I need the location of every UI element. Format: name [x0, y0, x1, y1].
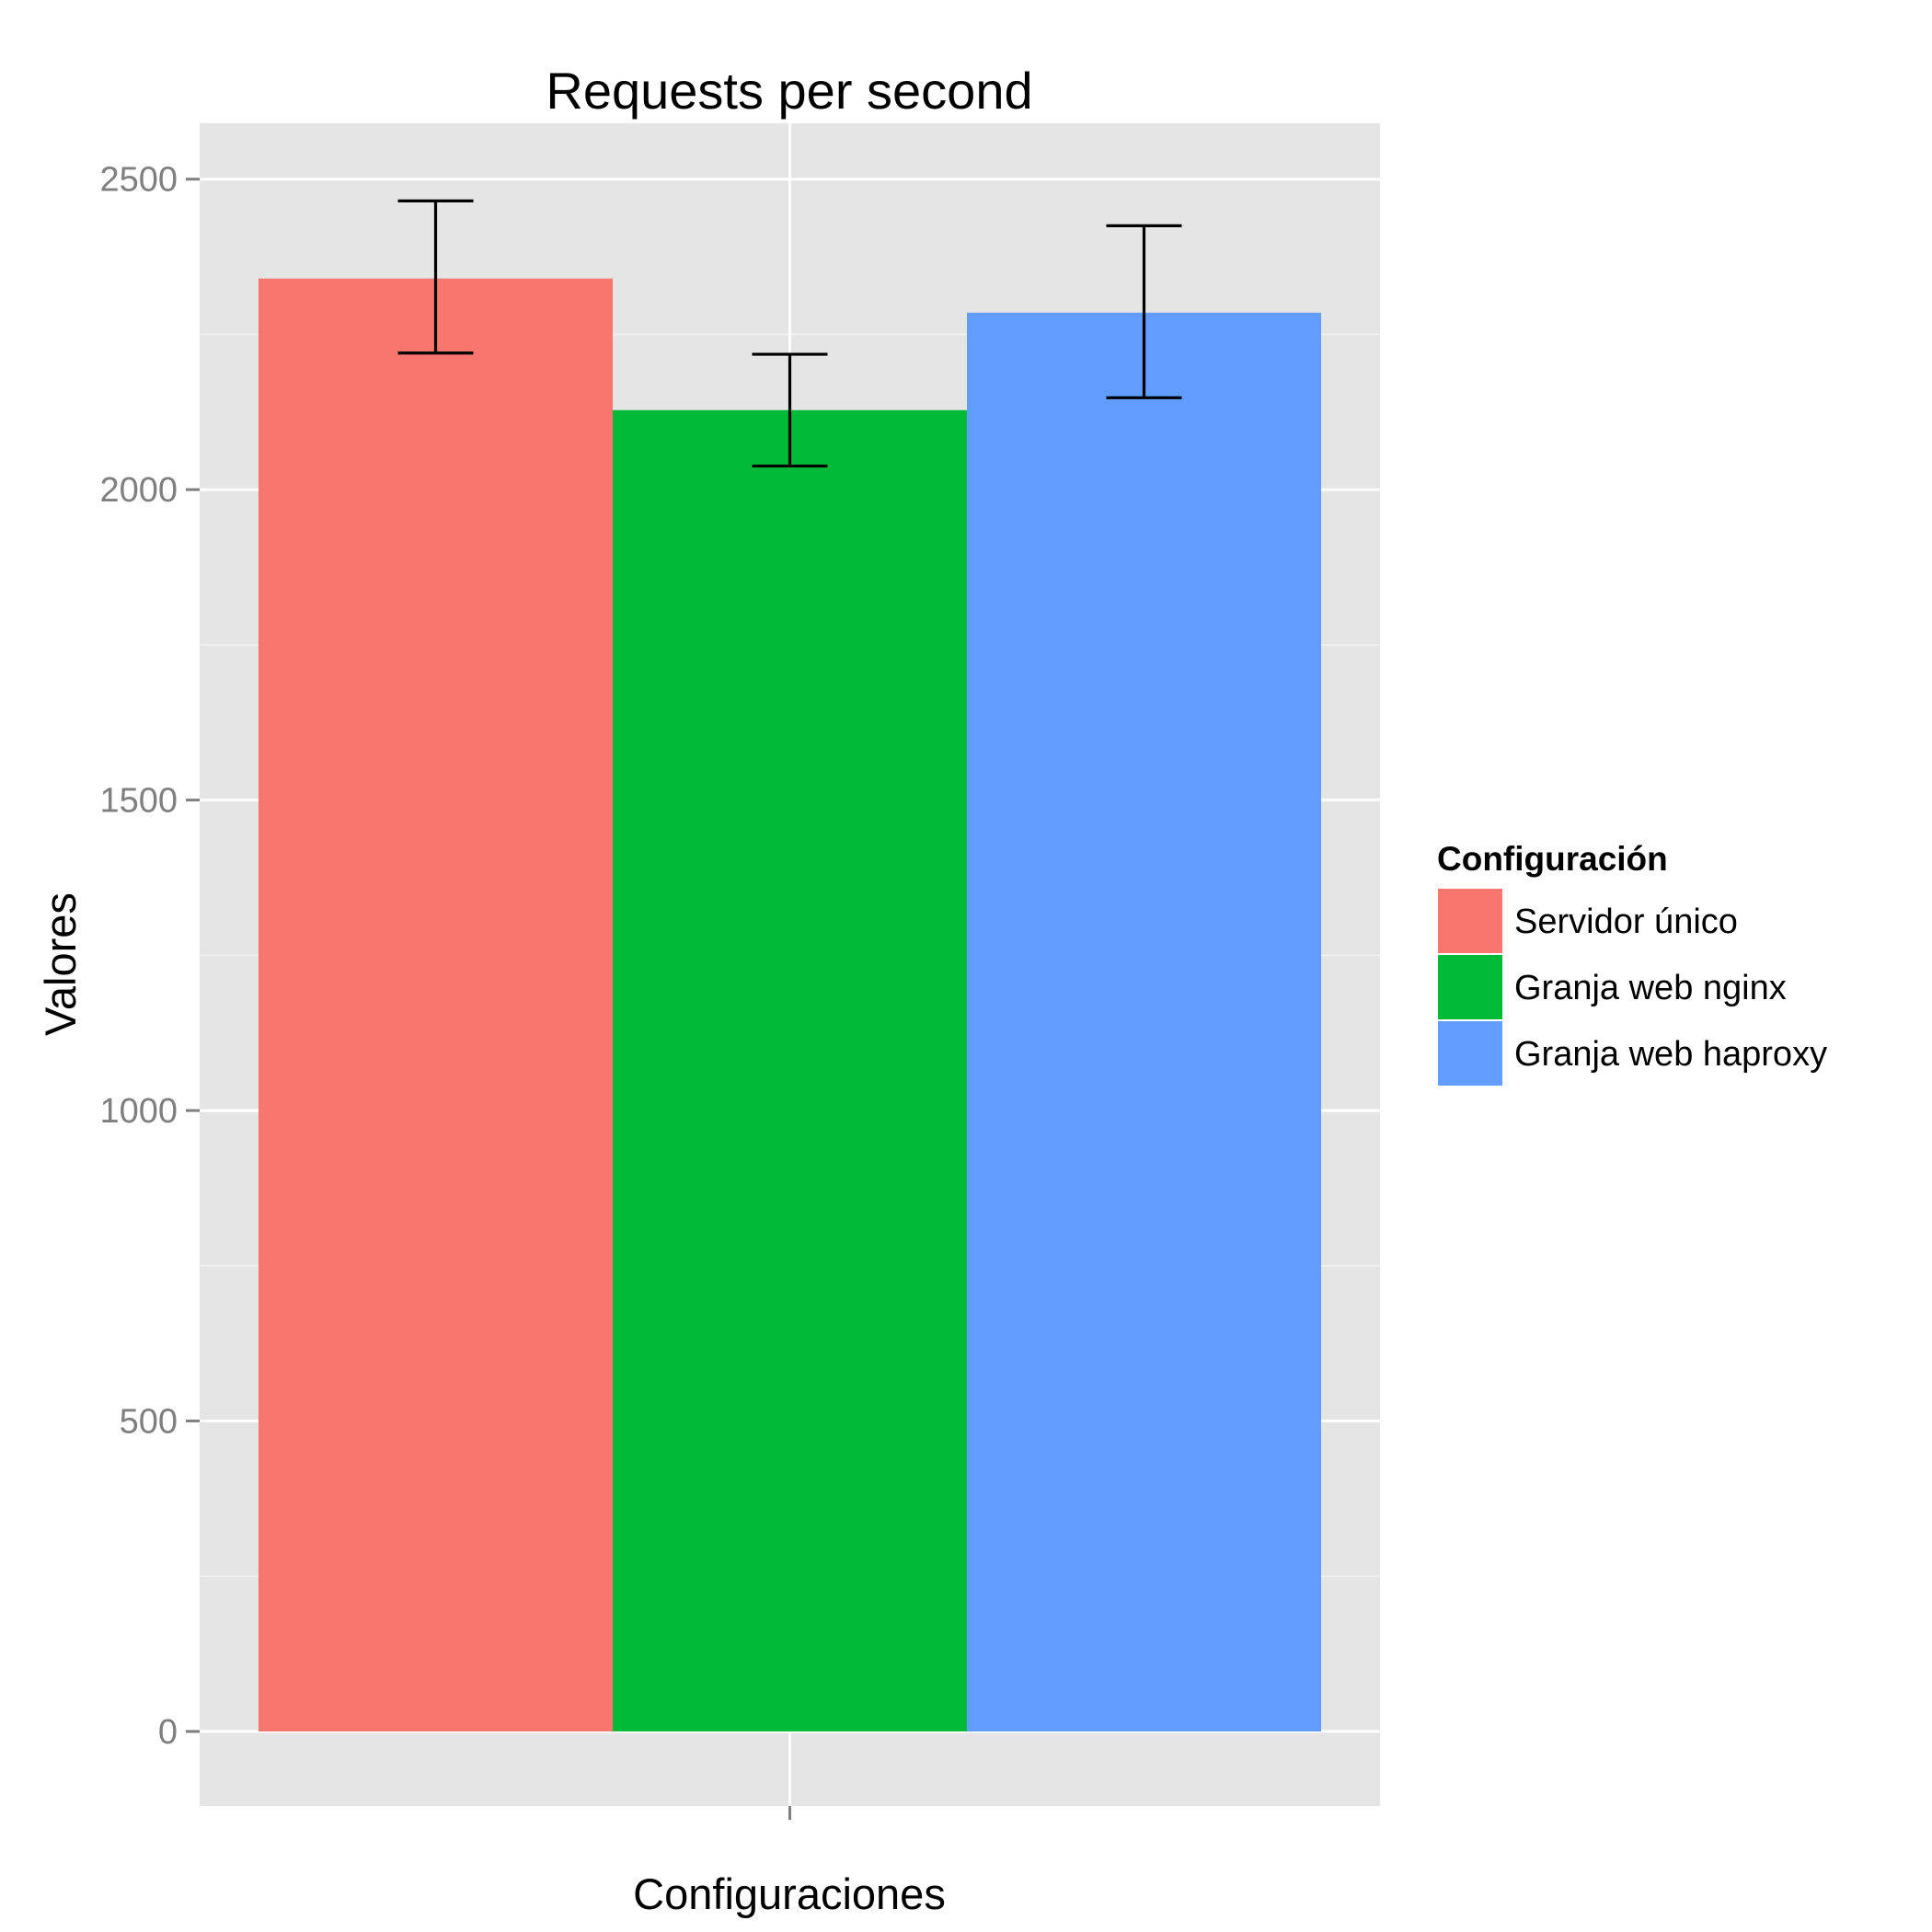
legend-label: Servidor único: [1514, 903, 1738, 941]
y-tick-label: 0: [158, 1713, 178, 1752]
legend-key: [1436, 953, 1504, 1021]
bar: [967, 312, 1321, 1732]
error-bars: [397, 199, 1182, 468]
legend-key: [1436, 887, 1504, 955]
chart-title: Requests per second: [546, 62, 1032, 120]
legend-key: [1436, 1019, 1504, 1087]
bar: [613, 409, 967, 1732]
y-tick-label: 1500: [99, 782, 178, 821]
y-axis: 0 500 1000 1500 2000 2500: [99, 161, 200, 1752]
y-tick-label: 2000: [99, 471, 178, 510]
y-tick-label: 1000: [99, 1092, 178, 1131]
y-axis-title: Valores: [36, 892, 85, 1036]
legend-label: Granja web haproxy: [1514, 1035, 1827, 1074]
x-axis-title: Configuraciones: [633, 1869, 946, 1918]
y-tick-label: 500: [120, 1403, 178, 1442]
bar: [259, 278, 613, 1732]
legend: Configuración Servidor único Granja web n…: [1436, 840, 1827, 1087]
legend-label: Granja web nginx: [1514, 969, 1787, 1007]
bars: [259, 278, 1321, 1732]
y-tick-label: 2500: [99, 161, 178, 200]
legend-title: Configuración: [1437, 840, 1668, 878]
